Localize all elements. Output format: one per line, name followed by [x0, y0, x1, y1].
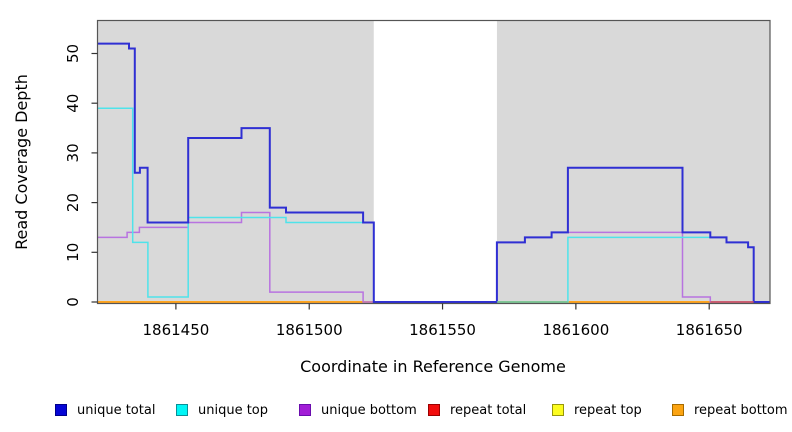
coverage-region [97, 21, 374, 303]
series-unique-bottom [97, 211, 770, 303]
x-tick-label: 1861600 [542, 321, 609, 339]
y-tick-label: 40 [64, 94, 82, 113]
x-axis-label: Coordinate in Reference Genome [300, 357, 566, 376]
x-tick-label: 1861450 [142, 321, 209, 339]
coverage-region [496, 21, 770, 303]
x-tick-label: 1861650 [676, 321, 743, 339]
y-tick-label: 30 [64, 143, 82, 162]
y-tick-label: 10 [64, 243, 82, 262]
x-tick-label: 1861550 [409, 321, 476, 339]
x-tick-label: 1861500 [276, 321, 343, 339]
y-tick-label: 50 [64, 44, 82, 63]
series-unique-total [97, 42, 770, 303]
y-tick-label: 20 [64, 193, 82, 212]
y-tick-label: 0 [64, 297, 82, 307]
y-axis-label: Read Coverage Depth [12, 74, 31, 250]
plot-border [96, 19, 771, 305]
